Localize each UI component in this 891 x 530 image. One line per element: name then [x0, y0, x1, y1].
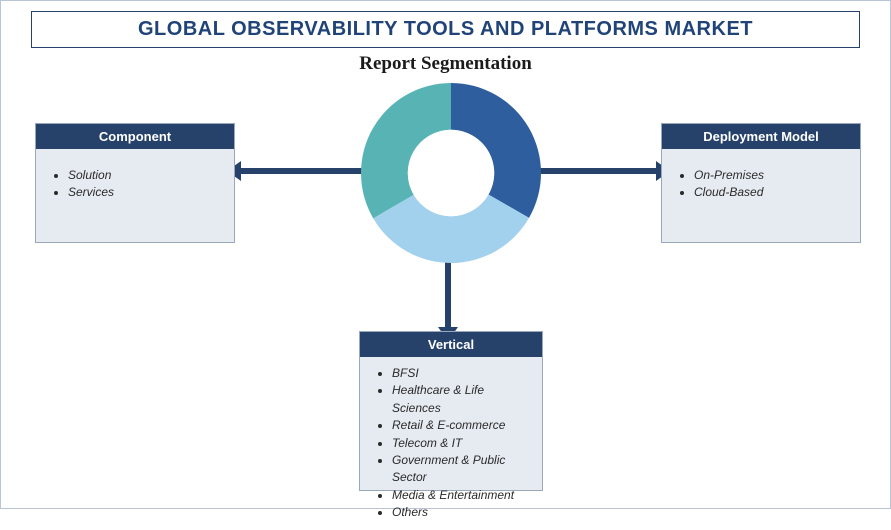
- segment-list-deployment: On-PremisesCloud-Based: [676, 167, 848, 202]
- segment-header-deployment: Deployment Model: [662, 124, 860, 149]
- segment-body-deployment: On-PremisesCloud-Based: [662, 149, 860, 214]
- segment-header-vertical: Vertical: [360, 332, 542, 357]
- page-frame: GLOBAL OBSERVABILITY TOOLS AND PLATFORMS…: [0, 0, 891, 509]
- segment-body-vertical: BFSIHealthcare & Life SciencesRetail & E…: [360, 357, 542, 530]
- list-item: On-Premises: [694, 167, 848, 184]
- segment-box-component: Component SolutionServices: [35, 123, 235, 243]
- list-item: BFSI: [392, 365, 532, 382]
- list-item: Telecom & IT: [392, 435, 532, 452]
- list-item: Retail & E-commerce: [392, 417, 532, 434]
- main-title: GLOBAL OBSERVABILITY TOOLS AND PLATFORMS…: [31, 11, 860, 48]
- donut-chart: [361, 83, 541, 263]
- segment-list-vertical: BFSIHealthcare & Life SciencesRetail & E…: [374, 365, 532, 522]
- segment-body-component: SolutionServices: [36, 149, 234, 214]
- segment-list-component: SolutionServices: [50, 167, 222, 202]
- arrow-right-shaft: [536, 168, 656, 174]
- segment-box-deployment: Deployment Model On-PremisesCloud-Based: [661, 123, 861, 243]
- arrow-left-shaft: [241, 168, 366, 174]
- arrow-down-shaft: [445, 261, 451, 327]
- list-item: Cloud-Based: [694, 184, 848, 201]
- list-item: Media & Entertainment: [392, 487, 532, 504]
- subtitle: Report Segmentation: [1, 53, 890, 75]
- list-item: Solution: [68, 167, 222, 184]
- donut-center: [408, 130, 494, 216]
- list-item: Others: [392, 504, 532, 521]
- list-item: Healthcare & Life Sciences: [392, 382, 532, 417]
- segment-header-component: Component: [36, 124, 234, 149]
- list-item: Services: [68, 184, 222, 201]
- segment-box-vertical: Vertical BFSIHealthcare & Life SciencesR…: [359, 331, 543, 491]
- list-item: Government & Public Sector: [392, 452, 532, 487]
